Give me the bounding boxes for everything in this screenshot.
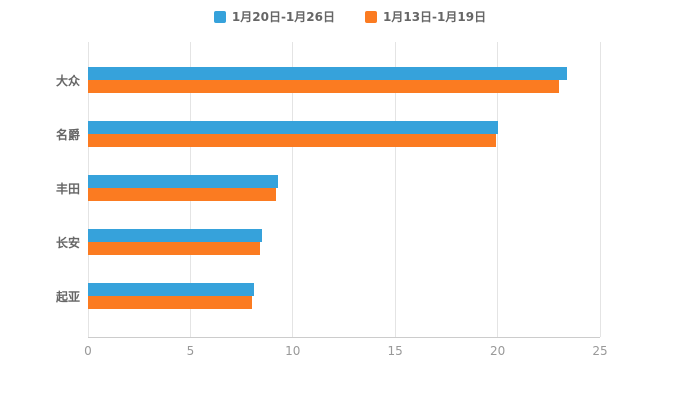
bar[interactable] [88, 80, 560, 93]
category-label: 长安 [55, 235, 80, 250]
category-label: 大众 [55, 73, 80, 88]
category-label: 起亚 [55, 289, 80, 304]
bar[interactable] [88, 134, 496, 147]
legend-swatch-orange-icon [365, 10, 377, 23]
gridline [394, 42, 396, 337]
bar-group [88, 53, 600, 107]
legend-label-current-week: 1月20日-1月26日 [231, 10, 335, 24]
x-tick-label: 15 [387, 344, 403, 358]
bar-group [88, 161, 600, 215]
x-tick-label: 10 [285, 344, 301, 358]
legend-swatch-blue-icon [213, 10, 226, 23]
bar[interactable] [88, 67, 568, 80]
legend-label-previous-week: 1月13日-1月19日 [383, 10, 487, 24]
category-label: 名爵 [55, 127, 80, 142]
bar[interactable] [88, 296, 252, 309]
bar[interactable] [88, 188, 277, 201]
x-tick-label: 0 [84, 344, 92, 358]
bar-rows [88, 53, 600, 323]
plot-area [87, 42, 601, 338]
bar-group [88, 269, 600, 323]
y-axis-labels: 大众名爵丰田长安起亚 [0, 53, 80, 323]
legend: 1月20日-1月26日 1月13日-1月19日 [0, 8, 700, 25]
gridline [292, 42, 294, 337]
x-tick-label: 5 [186, 344, 195, 358]
bar[interactable] [88, 242, 261, 255]
legend-item-current-week[interactable]: 1月20日-1月26日 [213, 8, 335, 25]
bar[interactable] [88, 283, 254, 296]
x-tick-label: 25 [592, 344, 608, 358]
legend-item-previous-week[interactable]: 1月13日-1月19日 [365, 8, 486, 25]
gridline [497, 42, 499, 337]
bar[interactable] [88, 175, 279, 188]
x-axis-ticks: 0 5 10 15 20 25 [84, 344, 607, 360]
bar[interactable] [88, 229, 263, 242]
category-label: 丰田 [55, 181, 80, 196]
gridline [599, 42, 601, 337]
bar-group [88, 215, 600, 269]
bar-group [88, 107, 600, 161]
bar[interactable] [88, 121, 498, 134]
x-tick-label: 20 [489, 344, 506, 358]
